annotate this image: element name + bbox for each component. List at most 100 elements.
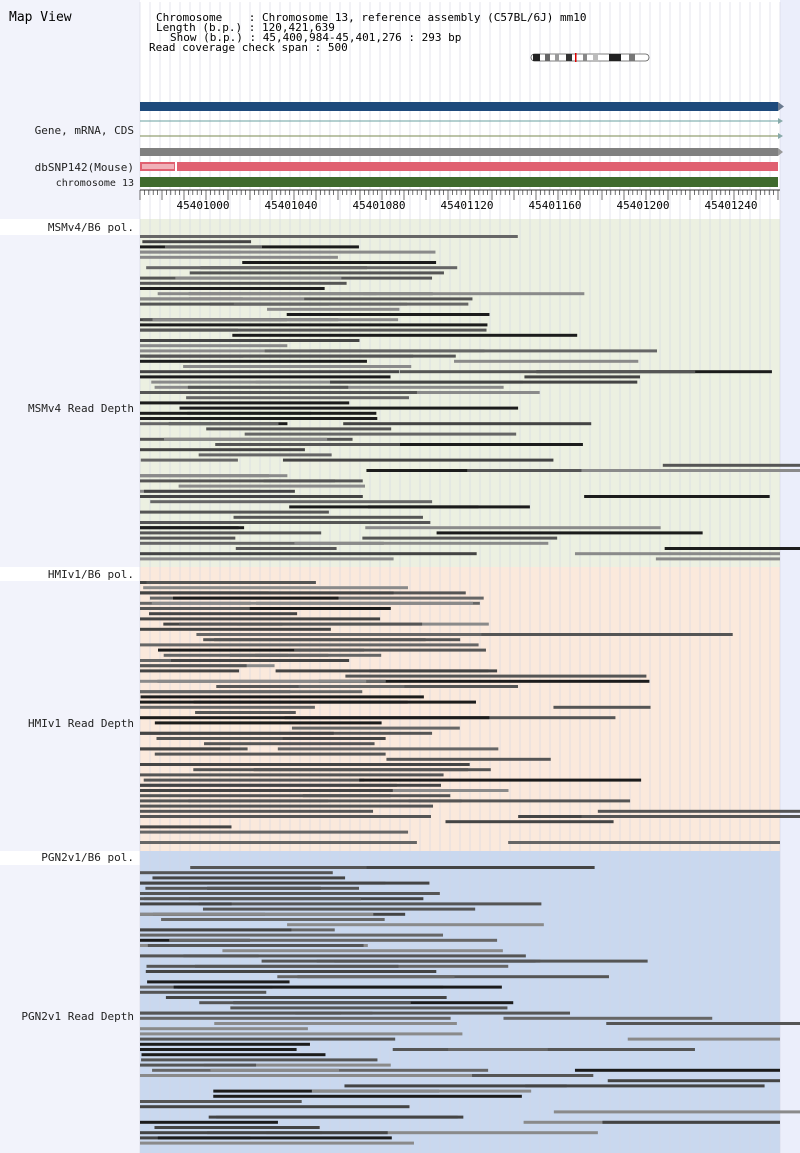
aligned-read bbox=[150, 500, 433, 504]
aligned-read bbox=[140, 815, 431, 818]
aligned-read bbox=[203, 1063, 391, 1067]
aligned-read bbox=[140, 536, 236, 540]
aligned-read bbox=[170, 659, 350, 662]
aligned-read bbox=[140, 1042, 310, 1046]
aligned-read bbox=[204, 742, 375, 746]
aligned-read bbox=[140, 789, 393, 792]
aligned-read bbox=[294, 541, 549, 545]
aligned-read bbox=[173, 596, 339, 600]
aligned-read bbox=[244, 432, 517, 436]
aligned-read bbox=[144, 354, 456, 358]
aligned-read bbox=[286, 313, 490, 316]
aligned-read bbox=[210, 1068, 340, 1072]
aligned-read bbox=[142, 240, 252, 244]
aligned-read bbox=[140, 526, 245, 530]
aligned-read bbox=[154, 1126, 320, 1129]
aligned-read bbox=[198, 902, 542, 906]
chromosome-value: Chromosome 13, reference assembly (C57BL… bbox=[261, 11, 587, 24]
aligned-read bbox=[399, 370, 696, 374]
show-label: Show (b.p.) bbox=[170, 31, 243, 44]
aligned-read bbox=[140, 794, 391, 798]
aligned-read bbox=[334, 959, 648, 963]
aligned-read bbox=[140, 933, 444, 937]
aligned-read bbox=[140, 928, 292, 932]
length-label: Length (b.p.) bbox=[156, 21, 243, 34]
aligned-read bbox=[363, 292, 585, 296]
aligned-read bbox=[277, 866, 595, 869]
aligned-read bbox=[140, 897, 362, 901]
aligned-read bbox=[454, 359, 639, 363]
aligned-read bbox=[277, 747, 499, 751]
aligned-read bbox=[366, 469, 468, 472]
aligned-read bbox=[140, 700, 476, 704]
gene-track-label: Gene, mRNA, CDS bbox=[34, 124, 134, 137]
aligned-read bbox=[140, 664, 247, 668]
gene-bar bbox=[140, 102, 778, 111]
aligned-read bbox=[140, 297, 305, 301]
aligned-read bbox=[140, 809, 374, 813]
length-value: 120,421,639 bbox=[261, 21, 335, 34]
axis-tick-label: 45401240 bbox=[705, 199, 758, 212]
aligned-read bbox=[664, 547, 800, 550]
aligned-read bbox=[175, 276, 342, 280]
aligned-read bbox=[140, 1100, 302, 1103]
cds-bar bbox=[140, 148, 778, 156]
aligned-read bbox=[195, 711, 296, 714]
aligned-read bbox=[553, 1110, 800, 1114]
aligned-read bbox=[386, 757, 551, 761]
aligned-read bbox=[264, 349, 485, 353]
aligned-read bbox=[408, 799, 631, 803]
aligned-read bbox=[242, 261, 437, 264]
panel-2-pol-label: HMIv1/B6 pol. bbox=[47, 568, 134, 581]
aligned-read bbox=[140, 617, 381, 621]
aligned-read bbox=[140, 552, 477, 556]
show-value: 45,400,984-45,401,276 : 293 bp bbox=[262, 31, 462, 44]
aligned-read bbox=[140, 287, 325, 290]
aligned-read bbox=[140, 281, 347, 285]
aligned-read bbox=[169, 938, 498, 942]
aligned-read bbox=[140, 474, 288, 478]
aligned-read bbox=[147, 944, 364, 947]
aligned-read bbox=[140, 411, 377, 415]
aligned-read bbox=[365, 526, 661, 530]
aligned-read bbox=[152, 876, 346, 880]
chromosome-ideogram[interactable] bbox=[529, 53, 651, 62]
aligned-read bbox=[214, 1022, 457, 1025]
aligned-read bbox=[574, 1068, 780, 1072]
aligned-read bbox=[147, 980, 290, 984]
read-alignments bbox=[140, 235, 800, 1145]
aligned-read bbox=[208, 1115, 464, 1119]
aligned-read bbox=[189, 271, 444, 275]
aligned-read bbox=[140, 422, 279, 426]
aligned-read bbox=[143, 586, 408, 590]
right-margin-strip bbox=[780, 0, 800, 1153]
aligned-read bbox=[295, 1011, 571, 1015]
aligned-read bbox=[140, 401, 350, 405]
coverage-value: 500 bbox=[327, 41, 348, 54]
aligned-read bbox=[140, 458, 238, 462]
aligned-read bbox=[232, 333, 578, 337]
aligned-read bbox=[448, 1048, 548, 1051]
aligned-read bbox=[213, 1094, 522, 1098]
aligned-read bbox=[140, 370, 400, 374]
snp-marker bbox=[175, 162, 177, 171]
aligned-read bbox=[179, 622, 423, 626]
coverage-label: Read coverage check span bbox=[149, 41, 308, 54]
aligned-read bbox=[140, 495, 363, 498]
aligned-read bbox=[140, 643, 479, 647]
panel-3-label-band bbox=[0, 851, 140, 865]
aligned-read bbox=[164, 245, 263, 249]
aligned-read bbox=[140, 1105, 410, 1109]
snp-bar bbox=[140, 162, 778, 171]
aligned-read bbox=[581, 815, 800, 818]
chromosome-label: Chromosome bbox=[156, 11, 223, 24]
aligned-read bbox=[140, 1037, 396, 1041]
aligned-read bbox=[267, 307, 400, 311]
axis-tick-label: 45401120 bbox=[441, 199, 494, 212]
aligned-read bbox=[140, 531, 322, 535]
aligned-read bbox=[140, 235, 490, 238]
aligned-read bbox=[178, 484, 366, 488]
axis-tick-label: 45401160 bbox=[529, 199, 582, 212]
aligned-read bbox=[503, 1016, 713, 1020]
